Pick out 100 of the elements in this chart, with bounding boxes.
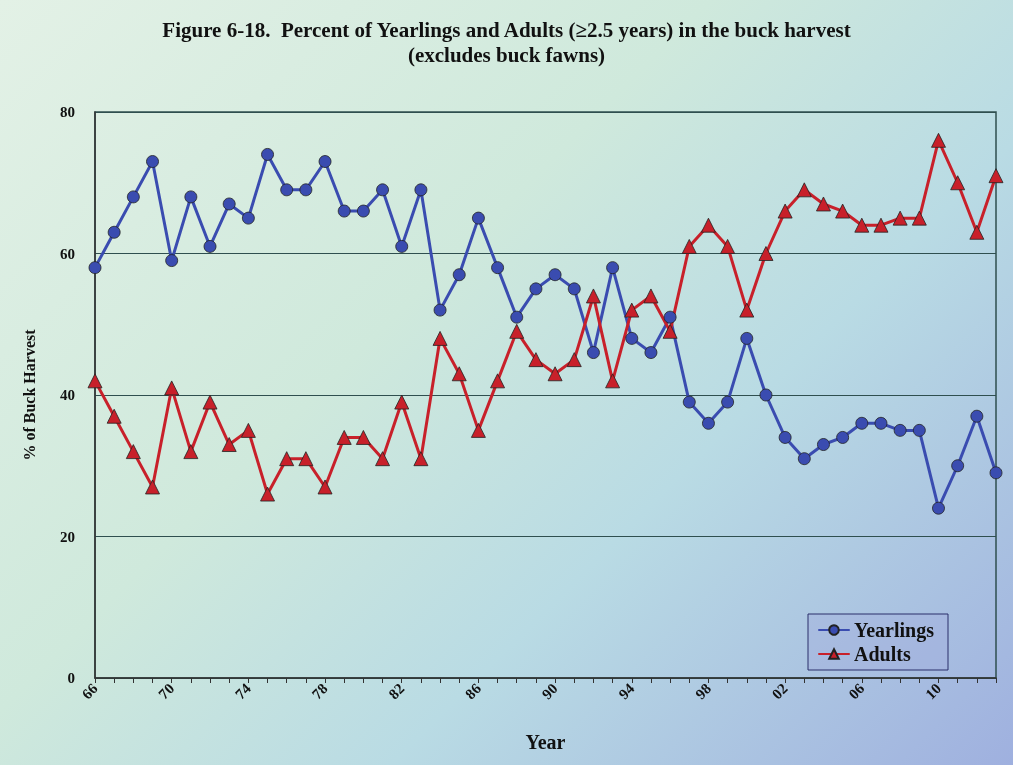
point: [298, 451, 314, 467]
point: [413, 451, 429, 467]
x-tick-label: 74: [232, 679, 255, 703]
point: [950, 175, 966, 191]
x-tick-label: 70: [155, 680, 178, 703]
point: [318, 155, 332, 168]
y-tick-label: 80: [60, 104, 75, 120]
point: [797, 452, 811, 466]
point: [184, 190, 198, 204]
x-tick-label: 02: [768, 680, 791, 703]
point: [989, 466, 1003, 480]
point: [835, 203, 851, 219]
point: [644, 346, 658, 359]
point: [394, 394, 410, 410]
x-tick-label: 98: [692, 680, 715, 703]
point: [663, 310, 677, 324]
point: [702, 416, 715, 430]
point: [472, 211, 485, 225]
point: [931, 132, 946, 148]
y-tick-label: 40: [60, 387, 75, 403]
point: [892, 210, 908, 226]
x-tick-label: 66: [78, 679, 102, 703]
point: [587, 346, 600, 359]
point: [261, 148, 274, 161]
y-tick-label: 20: [60, 528, 75, 545]
point: [951, 459, 965, 473]
point: [336, 430, 352, 445]
y-tick-label: 0: [67, 670, 75, 686]
point: [721, 395, 735, 409]
point: [682, 395, 696, 409]
point: [758, 246, 774, 261]
point: [701, 217, 716, 233]
point: [107, 225, 121, 239]
point: [643, 288, 659, 304]
point: [221, 437, 237, 452]
point: [874, 416, 888, 430]
point: [548, 268, 562, 282]
point: [451, 366, 467, 382]
point: [106, 408, 122, 424]
point: [452, 268, 466, 282]
point: [778, 431, 792, 444]
point: [279, 451, 295, 467]
point: [529, 282, 543, 296]
x-tick-label: 10: [922, 680, 945, 703]
point: [317, 479, 333, 495]
point: [586, 288, 601, 304]
point: [432, 331, 448, 346]
point: [740, 332, 754, 345]
point: [566, 352, 582, 368]
point: [777, 203, 793, 219]
point: [855, 416, 869, 430]
point: [471, 422, 486, 438]
point: [222, 197, 236, 211]
point: [88, 261, 102, 275]
point: [854, 217, 870, 233]
point: [509, 323, 525, 339]
x-tick-label: 86: [462, 679, 485, 703]
point: [183, 444, 199, 459]
x-axis-title: Year: [525, 731, 566, 753]
point: [739, 302, 755, 318]
point: [625, 332, 639, 345]
point: [836, 431, 850, 444]
point: [932, 501, 945, 515]
point: [87, 373, 103, 389]
point: [126, 190, 140, 204]
point: [528, 352, 544, 368]
point: [491, 261, 504, 275]
x-tick-label: 82: [385, 680, 408, 703]
point: [145, 479, 160, 495]
point: [490, 373, 505, 389]
point: [681, 239, 697, 254]
point: [260, 486, 275, 502]
point: [547, 366, 563, 382]
point: [240, 422, 256, 438]
legend-label: Yearlings: [854, 619, 935, 642]
point: [164, 380, 180, 396]
x-tick-label: 78: [308, 680, 331, 703]
x-tick-label: 94: [615, 679, 638, 703]
point: [241, 211, 255, 225]
point: [969, 224, 985, 240]
point: [988, 168, 1004, 184]
point: [606, 261, 619, 275]
point: [433, 303, 447, 317]
point: [605, 373, 620, 389]
point: [375, 451, 390, 467]
point: [662, 323, 678, 339]
chart-subtitle: (excludes buck fawns): [407, 42, 606, 67]
point: [796, 182, 812, 198]
y-axis-title: % of Buck Harvest: [20, 328, 38, 461]
point: [202, 394, 218, 410]
point: [395, 240, 409, 253]
point: [299, 183, 313, 197]
point: [357, 204, 370, 218]
point: [414, 183, 428, 197]
point: [816, 196, 831, 212]
point: [280, 183, 294, 197]
y-tick-label: 60: [60, 245, 75, 262]
point: [510, 310, 524, 324]
point: [624, 302, 640, 318]
point: [720, 239, 736, 254]
